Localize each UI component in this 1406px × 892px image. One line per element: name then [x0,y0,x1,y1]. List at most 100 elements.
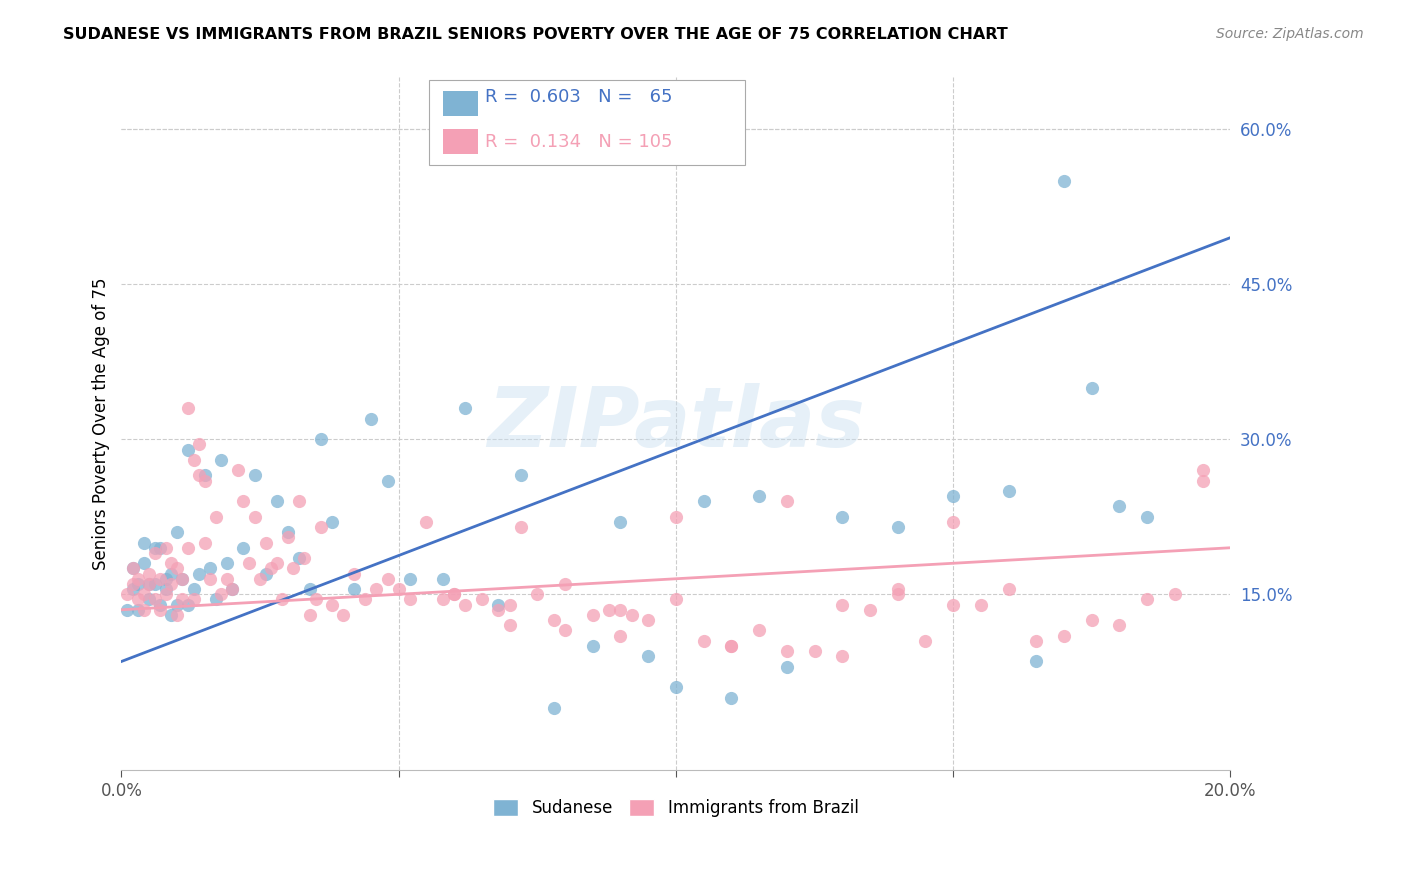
Point [132,535,155,549]
Point [254,566,277,581]
Point [1080,613,1102,627]
Point [232,541,254,555]
Point [665,592,688,607]
Point [288,494,311,508]
Point [665,509,688,524]
Point [509,520,531,534]
Text: R =  0.134   N = 105: R = 0.134 N = 105 [485,133,672,151]
Point [509,468,531,483]
Point [288,551,311,566]
Point [859,603,882,617]
Point [188,566,211,581]
Point [432,572,454,586]
Point [204,592,226,607]
Point [132,556,155,570]
Point [692,494,714,508]
Point [143,577,166,591]
Point [1136,592,1159,607]
Point [343,566,366,581]
Y-axis label: Seniors Poverty Over the Age of 75: Seniors Poverty Over the Age of 75 [93,277,110,570]
Point [254,535,277,549]
Text: Source: ZipAtlas.com: Source: ZipAtlas.com [1216,27,1364,41]
Point [415,515,437,529]
Point [692,633,714,648]
Point [127,577,149,591]
Point [886,520,908,534]
Point [443,587,465,601]
Point [942,515,965,529]
Point [160,556,183,570]
Point [321,598,343,612]
Point [1191,463,1213,477]
Point [121,561,143,575]
Point [155,541,177,555]
Point [194,474,217,488]
Point [209,587,232,601]
Point [886,587,908,601]
Point [997,483,1019,498]
Point [166,525,188,540]
Point [748,624,770,638]
Point [198,561,221,575]
Point [1108,500,1130,514]
Point [831,649,853,664]
Point [194,468,217,483]
Point [277,525,299,540]
Point [143,546,166,560]
Point [172,572,194,586]
Point [209,453,232,467]
Point [720,639,742,653]
Point [149,598,172,612]
Point [309,432,332,446]
Point [609,603,631,617]
Point [294,551,316,566]
Point [343,582,366,596]
Point [1108,618,1130,632]
Point [183,582,205,596]
Point [1164,587,1187,601]
Point [283,561,305,575]
Point [498,618,520,632]
Point [1191,474,1213,488]
Point [155,572,177,586]
Point [637,613,659,627]
Point [554,577,576,591]
Point [443,587,465,601]
Point [488,603,510,617]
Point [388,582,411,596]
Point [204,509,226,524]
Point [160,607,183,622]
Legend: Sudanese, Immigrants from Brazil: Sudanese, Immigrants from Brazil [486,792,865,824]
Point [160,566,183,581]
Point [172,592,194,607]
Point [188,468,211,483]
Point [831,509,853,524]
Point [188,437,211,451]
Point [609,515,631,529]
Point [249,572,271,586]
Point [432,592,454,607]
Point [177,598,200,612]
Point [942,598,965,612]
Point [138,577,160,591]
Point [360,411,382,425]
Point [776,659,799,673]
Point [543,613,565,627]
Point [271,592,294,607]
Point [183,453,205,467]
Point [543,701,565,715]
Point [942,489,965,503]
Point [377,474,399,488]
Point [748,489,770,503]
Point [1025,633,1047,648]
Point [127,603,149,617]
Point [598,603,620,617]
Point [970,598,993,612]
Point [398,592,420,607]
Point [526,587,548,601]
Point [665,681,688,695]
Point [304,592,326,607]
Point [997,582,1019,596]
Point [166,607,188,622]
Point [183,592,205,607]
